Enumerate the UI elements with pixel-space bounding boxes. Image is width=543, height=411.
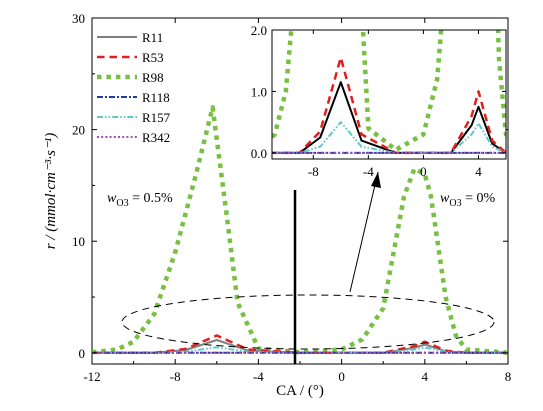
legend-label-r53: R53: [142, 50, 164, 65]
x-tick-label: 8: [505, 369, 512, 384]
zoom-arrow: [349, 171, 379, 293]
y-axis-title: r / (mmol·cm⁻³·s⁻¹): [43, 133, 59, 249]
inset-y-tick-label: 1.0: [251, 84, 267, 99]
inset-background: [272, 30, 506, 159]
inset-x-tick-label: 4: [475, 164, 482, 179]
x-tick-label: -12: [83, 369, 100, 384]
legend-label-r11: R11: [142, 30, 163, 45]
series-line-r53: [92, 334, 508, 355]
inset-y-tick-label: 0.0: [251, 146, 267, 161]
inset-x-tick-label: -8: [308, 164, 319, 179]
legend-label-r118: R118: [142, 90, 170, 105]
right-annotation: wO3 = 0%: [440, 191, 495, 209]
x-axis-title: CA / (°): [276, 383, 324, 399]
inset-frame: [271, 29, 507, 160]
y-tick-label: 20: [72, 123, 85, 138]
legend-label-r98: R98: [142, 70, 164, 85]
x-tick-label: -4: [253, 369, 264, 384]
inset-x-tick-label: 0: [420, 164, 427, 179]
inset-x-tick-label: -4: [363, 164, 374, 179]
y-tick-label: 30: [72, 11, 85, 26]
legend-label-r157: R157: [142, 110, 171, 125]
inset-series-line-r157: [272, 121, 506, 154]
x-tick-label: 4: [422, 369, 429, 384]
legend: R11 R53 R98 R118 R157 R342: [97, 30, 171, 145]
y-tick-label: 10: [72, 234, 85, 249]
legend-label-r342: R342: [142, 130, 170, 145]
series-line-r157: [92, 346, 508, 354]
left-annotation: wO3 = 0.5%: [107, 191, 173, 209]
inset-y-tick-label: 2.0: [251, 23, 267, 38]
y-tick-label: 0: [79, 346, 86, 361]
inset-series-line-r98: [272, 30, 506, 153]
zoom-arrow-head: [371, 172, 381, 188]
zoom-ellipse: [121, 294, 495, 350]
x-tick-label: 0: [338, 369, 345, 384]
x-tick-label: -8: [170, 369, 181, 384]
